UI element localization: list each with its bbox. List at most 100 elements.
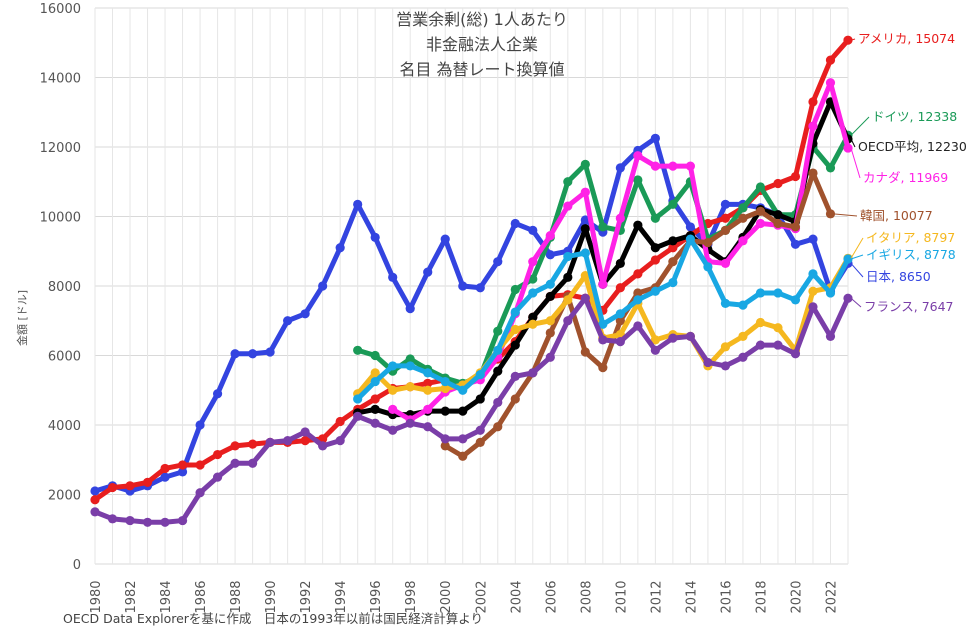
- data-point: [563, 295, 573, 305]
- data-point: [300, 427, 310, 437]
- data-point: [388, 272, 398, 282]
- data-point: [370, 418, 380, 428]
- data-point: [475, 437, 485, 447]
- series-日本: [90, 133, 853, 496]
- series-label: ドイツ, 12338: [872, 109, 957, 124]
- data-point: [720, 213, 731, 223]
- data-point: [195, 460, 205, 470]
- data-point: [580, 347, 590, 357]
- data-point: [265, 347, 275, 357]
- leader-line: [833, 213, 858, 217]
- data-point: [773, 323, 783, 333]
- leader-line: [850, 116, 870, 136]
- data-point: [825, 78, 836, 88]
- data-point: [230, 349, 240, 359]
- data-point: [773, 288, 783, 298]
- data-point: [475, 283, 485, 293]
- series-line: [92, 135, 851, 494]
- data-point: [825, 331, 836, 341]
- data-point: [283, 436, 293, 446]
- x-tick-label: 2014: [684, 580, 699, 613]
- data-point: [528, 257, 538, 267]
- data-point: [90, 507, 100, 517]
- data-point: [738, 300, 748, 310]
- x-tick-label: 1980: [89, 580, 104, 613]
- data-point: [633, 321, 643, 331]
- x-tick-label: 2004: [509, 580, 524, 613]
- data-point: [230, 458, 240, 468]
- data-point: [177, 460, 188, 470]
- x-tick-label: 1992: [299, 580, 314, 613]
- x-tick-label: 2012: [649, 580, 664, 613]
- series-label: 韓国, 10077: [860, 208, 933, 223]
- data-point: [703, 237, 713, 248]
- data-point: [107, 482, 118, 493]
- leader-line: [850, 237, 864, 259]
- data-point: [423, 378, 433, 388]
- data-point: [650, 243, 660, 253]
- series-label: フランス, 7647: [864, 299, 954, 314]
- data-point: [720, 258, 731, 269]
- data-point: [790, 295, 801, 305]
- data-point: [633, 175, 643, 185]
- data-point: [177, 467, 188, 477]
- x-tick-label: 1984: [159, 580, 174, 613]
- data-point: [563, 272, 573, 282]
- data-point: [405, 382, 415, 392]
- data-point: [370, 404, 380, 414]
- y-tick-label: 6000: [48, 350, 81, 365]
- data-point: [230, 441, 240, 451]
- series-韓国: [440, 168, 836, 461]
- x-tick-label: 1994: [334, 580, 349, 613]
- data-point: [790, 222, 801, 232]
- x-tick-label: 2002: [474, 580, 489, 613]
- data-point: [650, 255, 660, 265]
- data-point: [650, 335, 660, 345]
- data-point: [685, 234, 695, 244]
- data-point: [493, 326, 503, 336]
- data-point: [388, 425, 398, 435]
- data-point: [370, 376, 380, 387]
- data-point: [300, 436, 310, 446]
- series-labels: 日本, 8650 アメリカ, 15074 ドイツ, 12338 OECD平均, 122…: [833, 31, 967, 314]
- data-point: [423, 385, 433, 395]
- data-point: [825, 163, 836, 173]
- data-point: [370, 368, 380, 378]
- x-tick-label: 1990: [264, 580, 279, 613]
- data-point: [685, 331, 695, 341]
- chart-title-line-3: 名目 為替レート換算値: [399, 60, 564, 79]
- chart-title-line-1: 営業余剰(総) 1人あたり: [396, 10, 568, 29]
- data-point: [528, 312, 538, 322]
- data-point: [615, 163, 625, 173]
- data-point: [405, 418, 415, 428]
- data-point: [843, 143, 853, 153]
- data-point: [790, 171, 801, 182]
- data-point: [423, 267, 433, 277]
- data-point: [160, 463, 170, 474]
- series-フランス: [90, 293, 853, 527]
- data-point: [650, 161, 660, 171]
- data-point: [598, 363, 608, 373]
- data-point: [545, 231, 555, 241]
- x-tick-label: 1988: [229, 580, 244, 613]
- data-point: [440, 376, 450, 387]
- data-point: [650, 345, 660, 355]
- x-tick-label: 2008: [579, 580, 594, 613]
- data-point: [265, 437, 275, 447]
- data-point: [370, 394, 380, 404]
- data-point: [528, 368, 538, 378]
- data-point: [528, 225, 538, 235]
- data-point: [615, 316, 625, 326]
- data-point: [808, 302, 818, 312]
- data-point: [423, 422, 433, 432]
- leader-line: [850, 297, 862, 308]
- data-point: [440, 406, 450, 416]
- data-point: [353, 411, 363, 421]
- data-point: [808, 121, 818, 131]
- data-point: [142, 517, 153, 527]
- data-point: [633, 288, 643, 298]
- data-point: [212, 449, 223, 460]
- data-point: [458, 434, 468, 444]
- data-point: [458, 385, 468, 395]
